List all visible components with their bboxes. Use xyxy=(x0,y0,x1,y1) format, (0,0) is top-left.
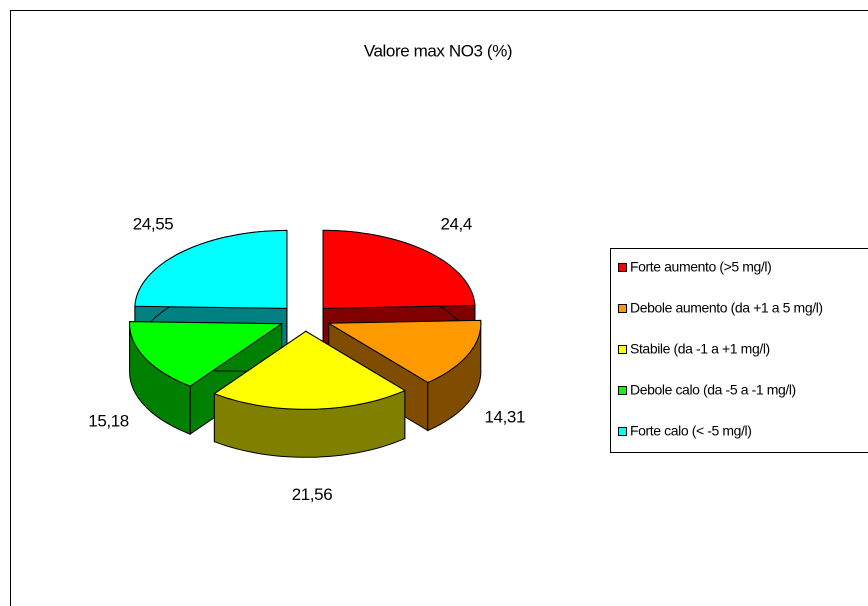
legend-label: Forte aumento (>5 mg/l) xyxy=(630,259,771,275)
slice xyxy=(322,229,476,309)
chart-title: Valore max NO3 (%) xyxy=(364,41,512,60)
slice xyxy=(129,321,284,387)
legend-swatch xyxy=(618,304,627,313)
data-label: 14,31 xyxy=(484,407,525,426)
slice xyxy=(213,330,406,458)
legend-box xyxy=(610,248,868,453)
data-label: 24,55 xyxy=(133,215,174,234)
legend-swatch xyxy=(618,386,627,395)
legend-swatch xyxy=(618,263,627,272)
data-label: 24,4 xyxy=(440,214,472,233)
legend-label: Debole aumento (da +1 a 5 mg/l) xyxy=(630,300,823,316)
data-label: 15,18 xyxy=(88,412,129,431)
legend-label: Forte calo (< -5 mg/l) xyxy=(630,423,752,439)
legend-label: Debole calo (da -5 a -1 mg/l) xyxy=(630,382,796,398)
data-label: 21,56 xyxy=(292,485,333,504)
legend-swatch xyxy=(618,345,627,354)
slice xyxy=(213,330,406,410)
slice xyxy=(134,229,288,309)
slice xyxy=(327,319,482,384)
legend-label: Stabile (da -1 a +1 mg/l) xyxy=(630,341,770,357)
legend-swatch xyxy=(618,427,627,436)
